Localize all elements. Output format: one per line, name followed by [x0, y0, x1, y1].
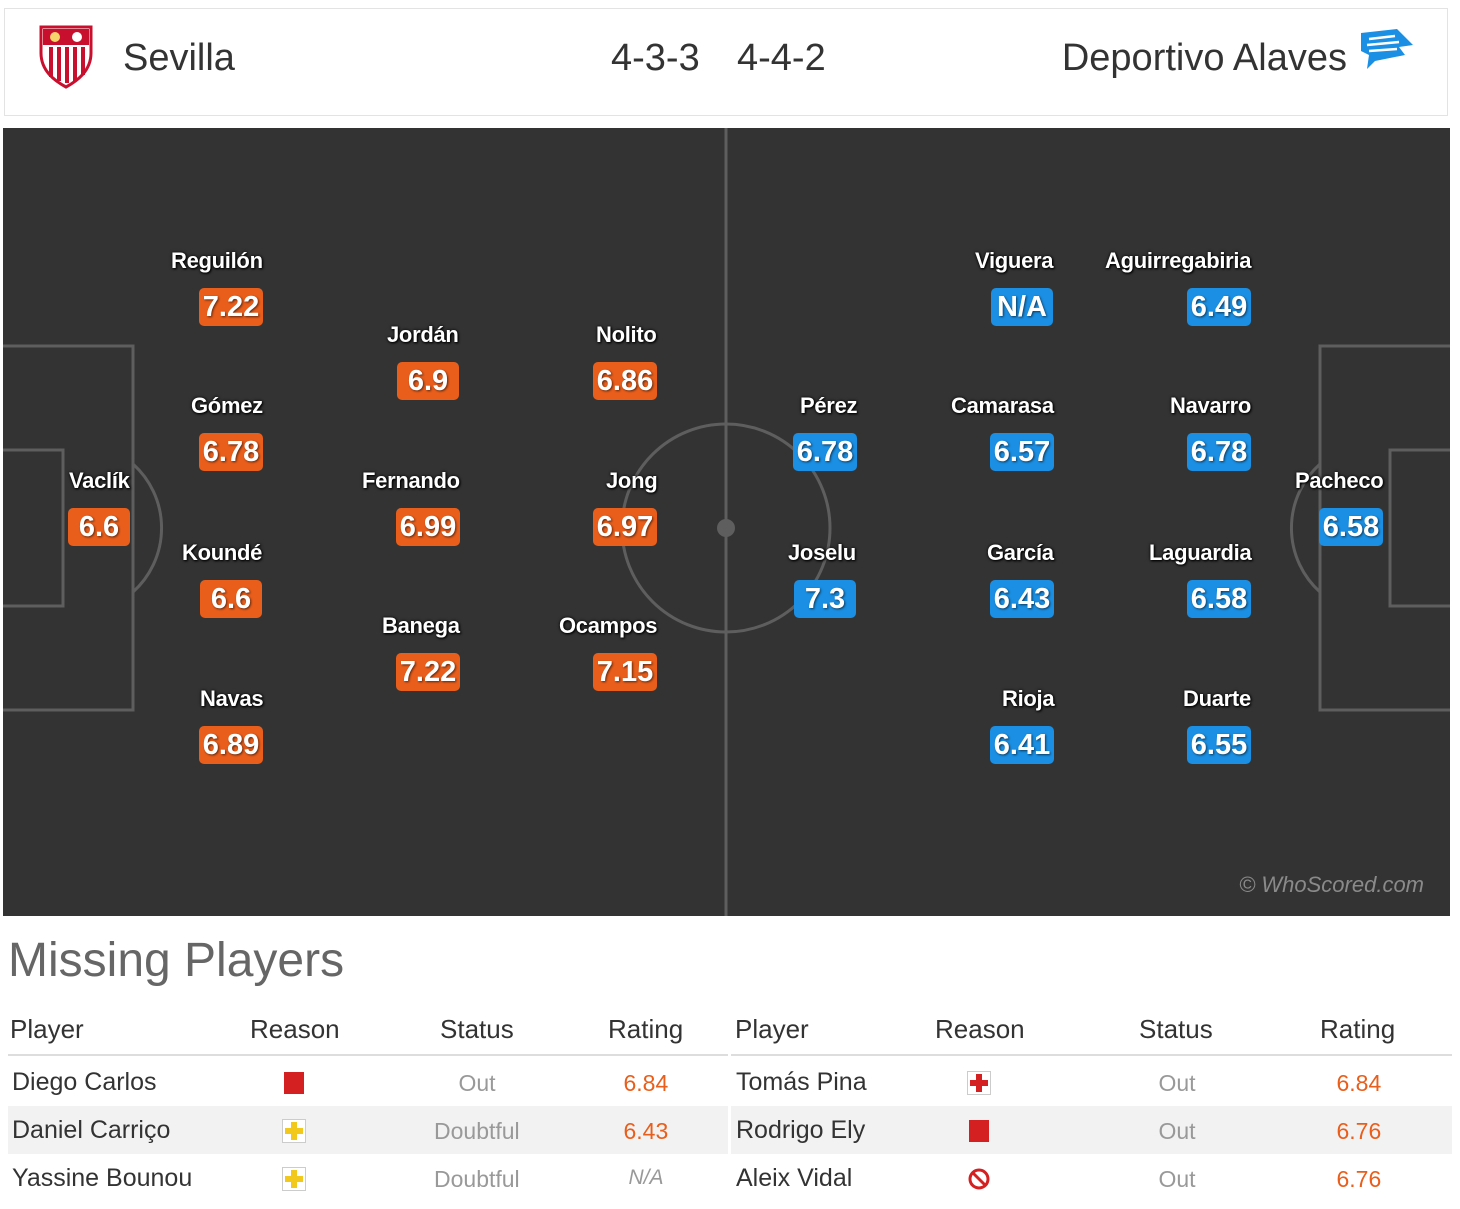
player-name[interactable]: Pérez	[800, 393, 858, 418]
player-rating-badge: N/A	[991, 288, 1053, 326]
player-rating-badge: 6.99	[396, 508, 460, 546]
table-row[interactable]: Diego Carlos Out 6.84	[8, 1058, 728, 1106]
missing-player-name[interactable]: Rodrigo Ely	[736, 1116, 866, 1144]
missing-status: Out	[1158, 1070, 1196, 1096]
player-name[interactable]: Vaclík	[69, 468, 130, 493]
missing-rating: 6.84	[623, 1070, 669, 1096]
table-header: Player Reason Status Rating	[731, 1008, 1452, 1056]
red-card-icon	[282, 1071, 306, 1095]
col-player[interactable]: Player	[10, 1014, 84, 1044]
missing-status: Out	[1158, 1118, 1196, 1144]
player-name[interactable]: Banega	[382, 613, 460, 638]
player-rating-badge: 6.78	[793, 433, 857, 471]
player-rating-badge: 6.6	[200, 580, 262, 618]
player-name[interactable]: Fernando	[362, 468, 460, 493]
red-card-icon	[967, 1119, 991, 1143]
player-rating-badge: 7.22	[199, 288, 263, 326]
player-name[interactable]: Rioja	[1002, 686, 1055, 711]
missing-rating: 6.43	[623, 1118, 669, 1144]
player-rating-badge: 6.58	[1319, 508, 1383, 546]
home-team-name[interactable]: Sevilla	[123, 37, 235, 79]
missing-status: Doubtful	[434, 1166, 520, 1192]
col-reason[interactable]: Reason	[250, 1014, 340, 1044]
player-rating-badge: 6.89	[199, 726, 263, 764]
pitch: Vaclík 6.6 Reguilón 7.22 Gómez 6.78 Koundé 6.6 N…	[3, 128, 1450, 916]
player-rating-badge: 6.55	[1187, 726, 1251, 764]
missing-rating: 6.84	[1336, 1070, 1382, 1096]
player-name[interactable]: Camarasa	[951, 393, 1054, 418]
col-rating[interactable]: Rating	[1320, 1014, 1396, 1044]
missing-player-name[interactable]: Yassine Bounou	[12, 1164, 193, 1192]
missing-status: Out	[1158, 1166, 1196, 1192]
player-rating-badge: 6.9	[397, 362, 459, 400]
player-name[interactable]: Jordán	[387, 322, 459, 347]
player-rating-badge: 6.6	[68, 508, 130, 546]
col-status[interactable]: Status	[1139, 1014, 1213, 1044]
player-name[interactable]: Gómez	[191, 393, 263, 418]
player-name[interactable]: Joselu	[788, 540, 856, 565]
missing-player-name[interactable]: Tomás Pina	[736, 1068, 867, 1096]
player-rating-badge: 6.49	[1187, 288, 1251, 326]
player-name[interactable]: Jong	[606, 468, 658, 493]
red-injury-icon	[967, 1071, 991, 1095]
match-header: Sevilla 4-3-3 4-4-2 Deportivo Alaves	[4, 8, 1448, 116]
missing-rating: 6.76	[1336, 1118, 1382, 1144]
alaves-crest-icon[interactable]	[1357, 25, 1417, 73]
yellow-injury-icon	[282, 1119, 306, 1143]
missing-rating: N/A	[628, 1166, 664, 1189]
col-player[interactable]: Player	[735, 1014, 809, 1044]
player-rating-badge: 6.41	[990, 726, 1054, 764]
watermark: © WhoScored.com	[1239, 872, 1424, 897]
player-name[interactable]: Duarte	[1183, 686, 1251, 711]
table-row[interactable]: Aleix Vidal Out 6.76	[731, 1154, 1452, 1202]
player-rating-badge: 6.43	[990, 580, 1054, 618]
suspended-icon	[967, 1167, 991, 1191]
player-name[interactable]: Koundé	[182, 540, 263, 565]
sevilla-crest-icon[interactable]	[37, 23, 95, 89]
missing-status: Out	[458, 1070, 496, 1096]
away-formation: 4-4-2	[737, 37, 826, 79]
player-name[interactable]: Ocampos	[559, 613, 658, 638]
table-row[interactable]: Daniel Carriço Doubtful 6.43	[8, 1106, 728, 1154]
player-rating-badge: 7.22	[396, 653, 460, 691]
player-rating-badge: 7.3	[794, 580, 856, 618]
missing-player-name[interactable]: Diego Carlos	[12, 1068, 157, 1096]
player-name[interactable]: Viguera	[975, 248, 1054, 273]
yellow-injury-icon	[282, 1167, 306, 1191]
missing-players-title: Missing Players	[8, 934, 345, 987]
player-name[interactable]: Pacheco	[1295, 468, 1384, 493]
table-header: Player Reason Status Rating	[8, 1008, 728, 1056]
player-name[interactable]: García	[987, 540, 1054, 565]
missing-player-name[interactable]: Aleix Vidal	[736, 1164, 853, 1192]
player-name[interactable]: Reguilón	[171, 248, 263, 273]
home-formation: 4-3-3	[611, 37, 700, 79]
player-rating-badge: 6.97	[593, 508, 657, 546]
table-row[interactable]: Yassine Bounou Doubtful N/A	[8, 1154, 728, 1202]
player-rating-badge: 6.58	[1187, 580, 1251, 618]
player-rating-badge: 6.78	[1187, 433, 1251, 471]
col-status[interactable]: Status	[440, 1014, 514, 1044]
missing-status: Doubtful	[434, 1118, 520, 1144]
player-name[interactable]: Laguardia	[1149, 540, 1252, 565]
player-rating-badge: 6.86	[593, 362, 657, 400]
table-row[interactable]: Rodrigo Ely Out 6.76	[731, 1106, 1452, 1154]
table-row[interactable]: Tomás Pina Out 6.84	[731, 1058, 1452, 1106]
player-rating-badge: 7.15	[593, 653, 657, 691]
player-name[interactable]: Aguirregabiria	[1105, 248, 1252, 273]
pitch-lines	[3, 128, 1450, 916]
away-team-name[interactable]: Deportivo Alaves	[1061, 37, 1347, 79]
player-rating-badge: 6.57	[990, 433, 1054, 471]
missing-rating: 6.76	[1336, 1166, 1382, 1192]
player-name[interactable]: Nolito	[596, 322, 657, 347]
player-rating-badge: 6.78	[199, 433, 263, 471]
col-rating[interactable]: Rating	[608, 1014, 684, 1044]
player-name[interactable]: Navas	[200, 686, 264, 711]
col-reason[interactable]: Reason	[935, 1014, 1025, 1044]
missing-player-name[interactable]: Daniel Carriço	[12, 1116, 171, 1144]
player-name[interactable]: Navarro	[1170, 393, 1252, 418]
